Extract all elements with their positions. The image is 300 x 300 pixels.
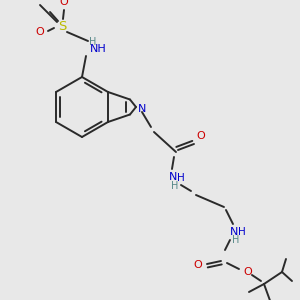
Text: O: O xyxy=(244,267,252,277)
Text: NH: NH xyxy=(90,44,106,54)
Text: H: H xyxy=(238,227,246,237)
Text: N: N xyxy=(138,104,146,114)
Text: S: S xyxy=(58,20,66,34)
Text: H: H xyxy=(177,173,185,183)
Text: N: N xyxy=(230,227,238,237)
Text: H: H xyxy=(232,235,240,245)
Text: O: O xyxy=(60,0,68,7)
Text: H: H xyxy=(171,181,179,191)
Text: N: N xyxy=(169,172,177,182)
Text: H: H xyxy=(89,37,97,47)
Text: O: O xyxy=(196,131,206,141)
Text: O: O xyxy=(36,27,44,37)
Text: O: O xyxy=(194,260,202,270)
